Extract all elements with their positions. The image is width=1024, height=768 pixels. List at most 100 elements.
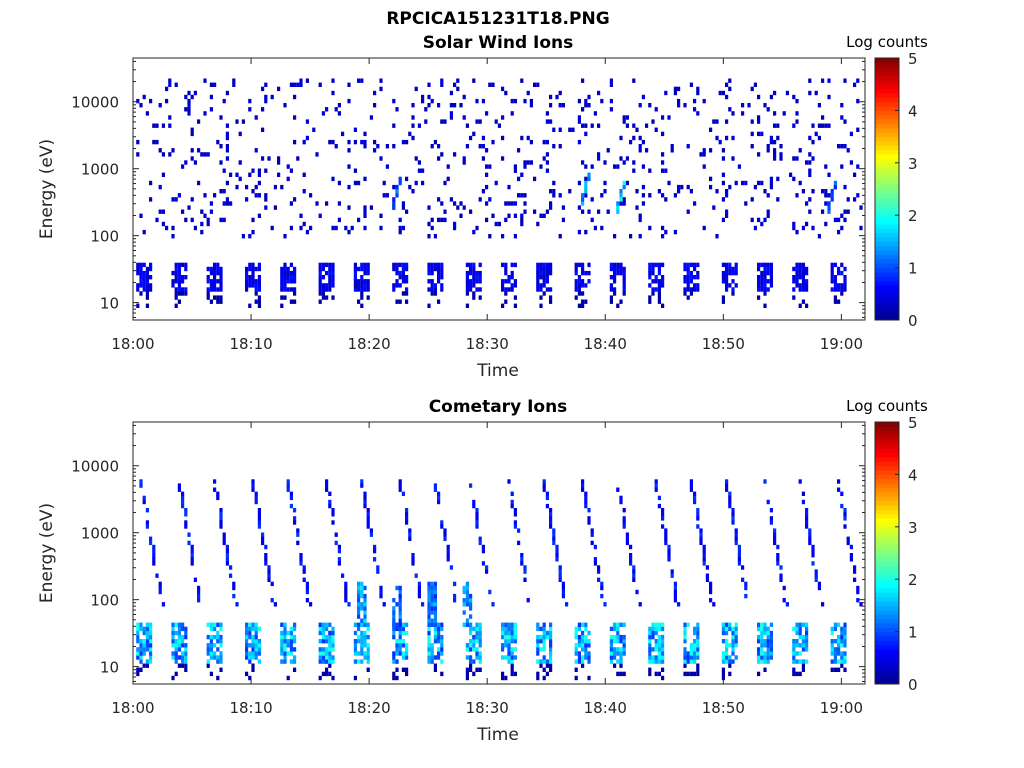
- streak-cell: [344, 581, 348, 587]
- cometary-x-axis-label: Time: [476, 725, 519, 745]
- streak-cell: [437, 495, 441, 501]
- burst-cell: [613, 266, 617, 272]
- scatter-cell: [558, 103, 562, 108]
- colorbar-tick-label: 1: [908, 624, 918, 642]
- scatter-cell: [203, 78, 207, 83]
- burst-cell: [149, 275, 153, 280]
- streak-cell: [443, 528, 447, 533]
- scatter-cell: [417, 160, 421, 165]
- burst-cell: [395, 262, 399, 268]
- burst-cell: [280, 275, 284, 280]
- burst-cell: [136, 671, 140, 677]
- burst-cell: [510, 630, 514, 636]
- burst-cell: [833, 279, 837, 284]
- streak-cell: [549, 508, 553, 513]
- streak-cell: [843, 516, 847, 521]
- enhanced-cell: [360, 589, 364, 595]
- colorbar-segment: [875, 579, 899, 585]
- burst-cell: [539, 647, 543, 652]
- streak-cell: [673, 585, 677, 591]
- burst-cell: [174, 303, 178, 308]
- streak-cell: [843, 508, 847, 513]
- burst-cell: [795, 279, 799, 284]
- scatter-cell: [718, 139, 722, 145]
- burst-cell: [766, 266, 770, 272]
- scatter-cell: [373, 139, 377, 145]
- streak-cell: [366, 508, 370, 513]
- burst-cell: [216, 622, 220, 627]
- scatter-cell: [277, 160, 281, 165]
- scatter-cell: [824, 123, 828, 128]
- scatter-cell: [427, 234, 431, 239]
- streak-cell: [622, 508, 626, 513]
- burst-cell: [405, 279, 409, 284]
- burst-cell: [251, 262, 255, 268]
- burst-cell: [139, 643, 143, 648]
- scatter-cell: [312, 127, 316, 132]
- colorbar-segment: [875, 605, 899, 611]
- burst-cell: [392, 651, 396, 656]
- scatter-cell: [305, 135, 309, 141]
- scatter-cell: [309, 225, 313, 231]
- burst-cell: [721, 295, 725, 300]
- burst-cell: [574, 295, 578, 300]
- burst-cell: [206, 622, 210, 627]
- burst-cell: [395, 667, 399, 672]
- streak-cell: [549, 512, 553, 517]
- scatter-cell: [513, 98, 517, 104]
- burst-cell: [801, 287, 805, 292]
- streak-cell: [293, 520, 297, 525]
- scatter-cell: [363, 205, 367, 210]
- burst-cell: [613, 651, 617, 656]
- streak-cell: [408, 532, 412, 537]
- hotspot-cell: [619, 189, 623, 194]
- streak-cell: [593, 561, 597, 566]
- burst-cell: [581, 663, 585, 668]
- streak-cell: [177, 487, 181, 492]
- burst-cell: [798, 671, 802, 677]
- burst-cell: [360, 266, 364, 272]
- burst-cell: [581, 630, 585, 636]
- streak-cell: [376, 569, 380, 574]
- hotspot-cell: [827, 209, 831, 214]
- scatter-cell: [373, 148, 377, 153]
- scatter-cell: [453, 82, 457, 87]
- burst-cell: [321, 283, 325, 288]
- burst-cell: [843, 655, 847, 660]
- scatter-cell: [219, 217, 223, 223]
- burst-cell: [469, 655, 473, 660]
- scatter-cell: [510, 201, 514, 206]
- burst-cell: [139, 279, 143, 284]
- burst-cell: [539, 295, 543, 300]
- burst-cell: [651, 262, 655, 268]
- burst-cell: [283, 279, 287, 284]
- burst-cell: [219, 643, 223, 648]
- colorbar-segment: [875, 601, 899, 606]
- burst-cell: [184, 262, 188, 268]
- scatter-cell: [776, 176, 780, 182]
- hotspot-cell: [398, 180, 402, 186]
- burst-cell: [283, 275, 287, 280]
- scatter-cell: [261, 86, 265, 92]
- burst-cell: [622, 270, 626, 276]
- scatter-cell: [795, 98, 799, 104]
- streak-cell: [731, 516, 735, 521]
- burst-cell: [654, 647, 658, 652]
- scatter-cell: [337, 201, 341, 206]
- burst-cell: [357, 279, 361, 284]
- streak-cell: [334, 532, 338, 537]
- scatter-cell: [846, 148, 850, 153]
- burst-cell: [734, 270, 738, 276]
- scatter-cell: [449, 103, 453, 108]
- scatter-cell: [539, 213, 543, 218]
- scatter-cell: [824, 201, 828, 206]
- burst-cell: [734, 283, 738, 288]
- enhanced-cell: [360, 581, 364, 587]
- burst-cell: [360, 647, 364, 652]
- streak-cell: [696, 516, 700, 521]
- scatter-cell: [769, 94, 773, 100]
- streak-cell: [859, 602, 863, 607]
- scatter-cell: [597, 90, 601, 96]
- burst-cell: [149, 283, 153, 288]
- hotspot-cell: [584, 189, 588, 194]
